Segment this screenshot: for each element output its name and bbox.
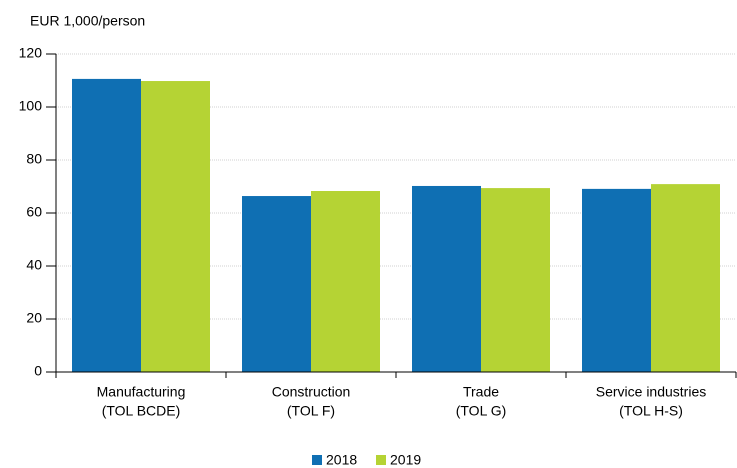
x-tick-label: (TOL BCDE) — [102, 403, 181, 419]
y-tick-label: 120 — [19, 45, 43, 61]
bar — [481, 188, 550, 372]
x-tick-label: (TOL H-S) — [619, 403, 683, 419]
bar — [412, 185, 481, 372]
y-tick-label: 60 — [26, 204, 42, 220]
bar — [311, 191, 380, 372]
bar — [141, 81, 210, 372]
legend-label: 2019 — [390, 452, 421, 468]
x-tick-label: (TOL G) — [456, 403, 507, 419]
bar — [582, 188, 651, 372]
legend-label: 2018 — [326, 452, 357, 468]
x-tick-label: (TOL F) — [287, 403, 335, 419]
y-tick-label: 0 — [34, 363, 42, 379]
y-tick-label: 40 — [26, 257, 42, 273]
x-tick-label: Manufacturing — [97, 384, 186, 400]
x-tick-label: Service industries — [596, 384, 707, 400]
bar — [242, 196, 311, 372]
legend-swatch — [376, 455, 386, 465]
y-tick-label: 100 — [19, 98, 43, 114]
y-tick-label: 80 — [26, 151, 42, 167]
y-axis-label: EUR 1,000/person — [30, 13, 145, 29]
x-tick-label: Construction — [272, 384, 351, 400]
bar — [72, 78, 141, 372]
legend-swatch — [312, 455, 322, 465]
y-tick-label: 20 — [26, 310, 42, 326]
bar — [651, 184, 720, 372]
x-tick-label: Trade — [463, 384, 499, 400]
